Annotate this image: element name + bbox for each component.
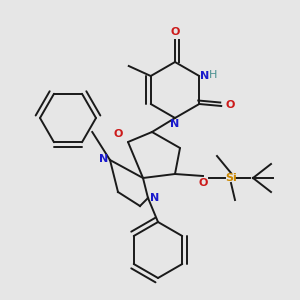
- Text: O: O: [225, 100, 235, 110]
- Text: O: O: [114, 129, 123, 139]
- Text: Si: Si: [225, 173, 237, 183]
- Text: O: O: [198, 178, 208, 188]
- Text: O: O: [170, 27, 180, 37]
- Text: N: N: [99, 154, 108, 164]
- Text: H: H: [209, 70, 218, 80]
- Text: N: N: [170, 119, 180, 129]
- Text: N: N: [150, 193, 159, 203]
- Text: N: N: [200, 71, 209, 81]
